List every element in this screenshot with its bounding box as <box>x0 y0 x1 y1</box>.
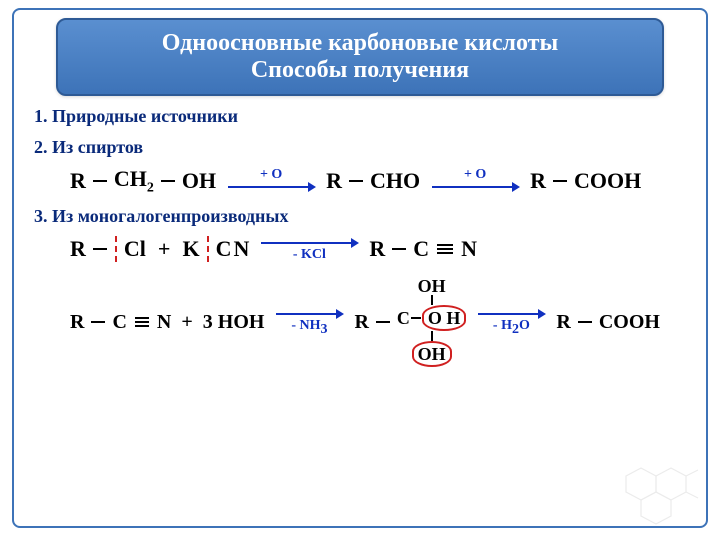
rx2-C: C <box>216 236 232 262</box>
bond-v-icon <box>431 331 433 341</box>
rx3-prod-COOH: COOH <box>599 311 660 334</box>
rx1-CH2: CH2 <box>114 166 154 196</box>
arrow-1: + O <box>226 167 316 195</box>
arrow-5-label: - H2O <box>493 318 530 338</box>
title-line-1: Одноосновные карбоновые кислоты <box>78 30 641 57</box>
arrow-icon <box>226 179 316 195</box>
rx1-mid-CHO: CHO <box>370 168 420 194</box>
rx3-intermediate: OH C O H OH <box>397 277 467 367</box>
arrow-4-label: - NH3 <box>291 318 327 338</box>
bond-break-icon <box>207 236 209 262</box>
triple-bond-icon <box>135 317 149 327</box>
rx2-prod-N: N <box>461 236 477 262</box>
section-1-heading: 1. Природные источники <box>34 106 690 127</box>
bond-icon <box>411 317 421 319</box>
bond-v-icon <box>431 295 433 305</box>
reaction-halide-cyanide: R Cl + K C N - KCl R C N <box>70 235 690 263</box>
rx2-prod-C: C <box>413 236 429 262</box>
int-mid-OH: O H <box>428 309 461 327</box>
rx2-N: N <box>233 236 249 262</box>
rx2-prod-R: R <box>369 236 385 262</box>
rx3-C: C <box>112 311 126 334</box>
bond-icon <box>93 248 107 250</box>
arrow-3: - KCl <box>259 235 359 263</box>
bond-icon <box>578 321 592 323</box>
section-3-heading: 3. Из моногалогенпроизводных <box>34 206 690 227</box>
rx3-water: 3 HOH <box>203 311 265 334</box>
reaction-alcohol-oxidation: R CH2 OH + O R CHO + O R COOH <box>70 166 690 196</box>
bond-icon <box>553 180 567 182</box>
red-circle-icon: O H <box>422 305 467 331</box>
rx3-prod-R: R <box>556 311 570 334</box>
bond-break-icon <box>115 236 117 262</box>
bond-icon <box>161 180 175 182</box>
int-bot-OH: OH <box>418 345 446 363</box>
rx2-K: K <box>182 236 199 262</box>
bond-icon <box>376 321 390 323</box>
bond-icon <box>392 248 406 250</box>
reaction-nitrile-hydrolysis: R C N + 3 HOH - NH3 R OH C <box>70 277 690 367</box>
rx1-OH: OH <box>182 168 216 194</box>
rx3-R: R <box>70 311 84 334</box>
triple-bond-icon <box>437 244 453 254</box>
rx1-mid-R: R <box>326 168 342 194</box>
title-box: Одноосновные карбоновые кислоты Способы … <box>56 18 663 96</box>
rx1-prod-COOH: COOH <box>574 168 641 194</box>
arrow-5: - H2O <box>476 306 546 338</box>
section-2-heading: 2. Из спиртов <box>34 137 690 158</box>
bond-icon <box>91 321 105 323</box>
arrow-icon <box>430 179 520 195</box>
title-line-2: Способы получения <box>78 57 641 84</box>
rx1-R: R <box>70 168 86 194</box>
int-C: C <box>397 309 410 327</box>
rx2-Cl: Cl <box>124 236 146 262</box>
arrow-3-label: - KCl <box>293 247 326 263</box>
plus-sign: + <box>181 311 192 334</box>
rx2-R: R <box>70 236 86 262</box>
slide-frame: Одноосновные карбоновые кислоты Способы … <box>12 8 708 528</box>
plus-sign: + <box>158 236 171 262</box>
red-circle-icon: OH <box>412 341 452 367</box>
arrow-2: + O <box>430 167 520 195</box>
int-top-OH: OH <box>418 277 446 295</box>
arrow-4: - NH3 <box>274 306 344 338</box>
bond-icon <box>349 180 363 182</box>
bond-icon <box>93 180 107 182</box>
rx3-int-R: R <box>354 311 368 334</box>
rx3-N: N <box>157 311 171 334</box>
rx1-prod-R: R <box>530 168 546 194</box>
